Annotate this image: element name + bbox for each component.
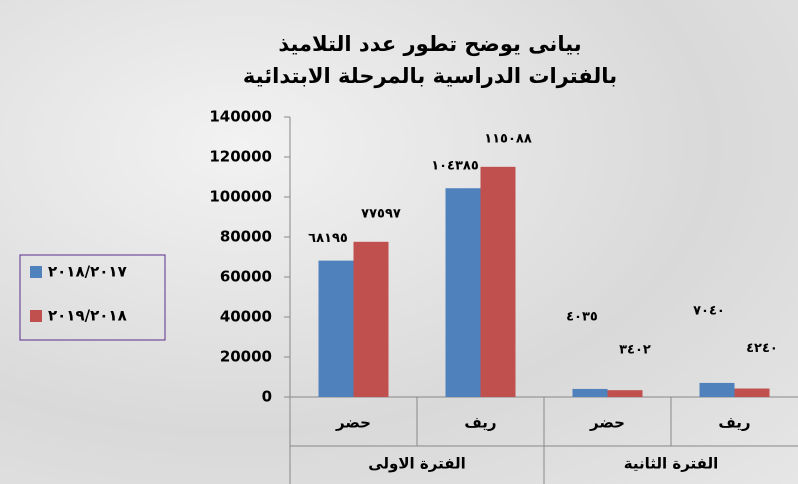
bar (480, 166, 516, 397)
data-label: ١٠٤٣٨٥ (431, 159, 479, 174)
bar (607, 390, 643, 397)
y-tick-label: 20000 (220, 348, 272, 366)
bar (445, 188, 481, 397)
data-label: ١١٥٠٨٨ (484, 131, 532, 146)
x-tick-label: حضر (589, 414, 625, 432)
legend-label: ٢٠١٩/٢٠١٨ (48, 307, 127, 325)
y-tick-label: 120000 (209, 148, 272, 166)
x-tick-label: ريف (464, 414, 496, 432)
bar (318, 260, 354, 397)
y-tick-label: 0 (262, 388, 272, 406)
legend-swatch (30, 266, 42, 278)
data-label: ٦٨١٩٥ (308, 231, 348, 246)
bar (699, 382, 735, 397)
y-tick-label: 80000 (220, 228, 272, 246)
y-tick-label: 140000 (209, 108, 272, 126)
legend-label: ٢٠١٨/٢٠١٧ (48, 263, 127, 281)
data-label: ٣٤٠٢ (619, 343, 651, 358)
chart-title: بيانى يوضح تطور عدد التلاميذ بالفترات ال… (242, 32, 618, 88)
x-tick-label: ريف (718, 414, 750, 432)
data-label: ٧٧٥٩٧ (361, 206, 401, 221)
data-label: ٤٠٣٥ (566, 309, 598, 324)
group-label: الفترة الثانية (624, 455, 718, 473)
bar (572, 388, 608, 397)
legend-box (19, 254, 166, 341)
x-tick-label: حضر (335, 414, 371, 432)
data-label: ٤٢٤٠ (746, 341, 778, 356)
group-label: الفترة الاولى (368, 455, 466, 473)
y-tick-label: 40000 (220, 308, 272, 326)
legend-swatch (30, 310, 42, 322)
bar (353, 241, 389, 397)
y-tick-label: 60000 (220, 268, 272, 286)
data-label: ٧٠٤٠ (693, 303, 725, 318)
y-tick-label: 100000 (209, 188, 272, 206)
bar (734, 388, 770, 397)
